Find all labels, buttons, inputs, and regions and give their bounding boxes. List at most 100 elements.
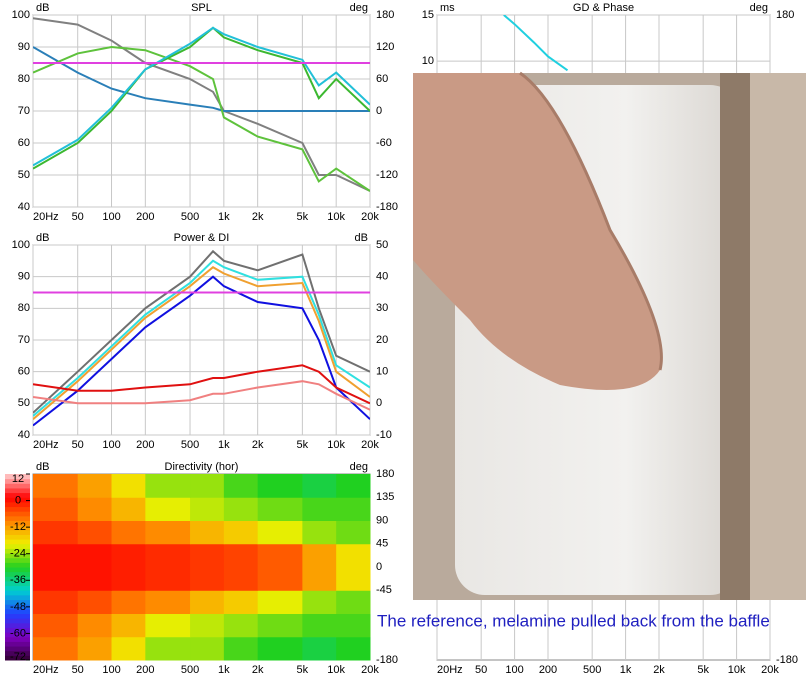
y2-axis-label: dB xyxy=(355,232,368,244)
caption: The reference, melamine pulled back from… xyxy=(377,611,770,630)
x-tick-label: 50 xyxy=(475,664,487,676)
chart-title: GD & Phase xyxy=(573,2,634,14)
x-tick-label: 200 xyxy=(539,664,557,676)
y-tick-label: 70 xyxy=(18,105,30,117)
x-tick-label: 10k xyxy=(327,211,345,223)
heatmap-cell xyxy=(145,590,191,614)
colorbar-step xyxy=(5,604,30,610)
y2-tick-label: 30 xyxy=(376,302,388,314)
y2-tick-label: 60 xyxy=(376,73,388,85)
heatmap-cell xyxy=(190,590,225,614)
heatmap-cell xyxy=(302,474,337,498)
y2-tick-label: 0 xyxy=(376,397,382,409)
y2-axis-label: deg xyxy=(750,2,768,14)
x-tick-label: 100 xyxy=(102,664,120,676)
series-line xyxy=(33,249,370,414)
colorbar-step xyxy=(5,618,30,624)
y-tick-label: 180 xyxy=(376,468,394,480)
y-tick-label: 90 xyxy=(18,271,30,283)
colorbar-step xyxy=(5,590,30,596)
heatmap-cell xyxy=(111,543,146,568)
colorbar-step xyxy=(5,632,30,638)
colorbar-step xyxy=(5,520,30,526)
heatmap-cell xyxy=(223,636,259,661)
colorbar-step xyxy=(5,539,30,545)
y-tick-label: 60 xyxy=(18,137,30,149)
series-line xyxy=(33,26,370,170)
y2-tick-label: 20 xyxy=(376,334,388,346)
heatmap-cell xyxy=(302,567,337,591)
y-tick-label: 40 xyxy=(18,201,30,213)
heatmap-cell xyxy=(33,520,79,545)
heatmap-cell xyxy=(190,636,225,661)
colorbar-tick-label: -24 xyxy=(10,548,26,560)
colorbar-step xyxy=(5,497,30,503)
x-tick-label: 10k xyxy=(728,664,746,676)
y-tick-label: 80 xyxy=(18,302,30,314)
series-line xyxy=(503,15,569,72)
chart: Directivity (hor) 20Hz 50 100 200 500 1k 2k 5k 10… xyxy=(5,461,398,676)
x-tick-label: 50 xyxy=(72,211,84,223)
colorbar-step xyxy=(5,622,30,628)
colorbar-step xyxy=(5,650,30,656)
y-tick-label: 40 xyxy=(18,429,30,441)
x-tick-label: 1k xyxy=(620,664,632,676)
x-tick-label: 2k xyxy=(252,211,264,223)
heatmap-cell xyxy=(111,567,146,591)
colorbar-step xyxy=(5,487,30,494)
x-tick-label: 100 xyxy=(505,664,523,676)
x-tick-label: 1k xyxy=(218,439,230,451)
y-tick-label: 0 xyxy=(376,561,382,573)
colorbar-step xyxy=(5,492,30,498)
colorbar-step xyxy=(5,567,30,573)
x-tick-label: 10k xyxy=(327,439,345,451)
y2-tick-label: 180 xyxy=(376,9,394,21)
heatmap-cell xyxy=(336,613,371,638)
heatmap-cell xyxy=(223,613,259,638)
colorbar-step xyxy=(5,594,30,601)
heatmap-cell xyxy=(257,543,303,568)
y2-tick-label: -180 xyxy=(376,201,398,213)
series-line xyxy=(33,364,370,405)
heatmap-cell xyxy=(257,590,303,614)
x-tick-label: 50 xyxy=(72,664,84,676)
y-tick-label: 70 xyxy=(18,334,30,346)
chart-title: SPL xyxy=(191,2,212,14)
heatmap-cell xyxy=(77,567,113,591)
heatmap-cell xyxy=(302,520,337,545)
heatmap-cell xyxy=(111,636,146,661)
heatmap-cell xyxy=(257,613,303,638)
colorbar-tick-label: -48 xyxy=(10,601,26,613)
heatmap-cell xyxy=(145,613,191,638)
chart: SPL 20Hz 50 100 200 500 1k 2k 5k 10k 20k 40 50 60 70 80… xyxy=(12,2,398,223)
heatmap-cell xyxy=(145,497,191,521)
heatmap-cell xyxy=(257,474,303,498)
heatmap-cell xyxy=(145,636,191,661)
y-axis-label: dB xyxy=(36,2,49,14)
heatmap-cell xyxy=(336,567,371,591)
colorbar-step xyxy=(5,557,30,563)
colorbar-step xyxy=(5,571,30,577)
x-tick-label: 5k xyxy=(297,439,309,451)
x-tick-label: 1k xyxy=(218,664,230,676)
colorbar-step xyxy=(5,599,30,605)
colorbar-step xyxy=(5,613,30,619)
heatmap-cell xyxy=(302,613,337,638)
series-group xyxy=(33,17,370,192)
heatmap-cell xyxy=(33,567,79,591)
y-tick-label: 15 xyxy=(422,9,434,21)
colorbar-step xyxy=(5,641,30,647)
heatmap-cell xyxy=(77,497,113,521)
colorbar-step xyxy=(5,576,30,582)
colorbar-step xyxy=(5,636,30,642)
x-tick-label: 200 xyxy=(136,664,154,676)
heatmap-cell xyxy=(190,567,225,591)
x-tick-label: 10k xyxy=(327,664,345,676)
heatmap-cell xyxy=(223,590,259,614)
heatmap-cell xyxy=(111,590,146,614)
y-tick-label: 80 xyxy=(18,73,30,85)
y2-tick-label: -60 xyxy=(376,137,392,149)
x-tick-label: 100 xyxy=(102,439,120,451)
y-tick-label: 60 xyxy=(18,366,30,378)
